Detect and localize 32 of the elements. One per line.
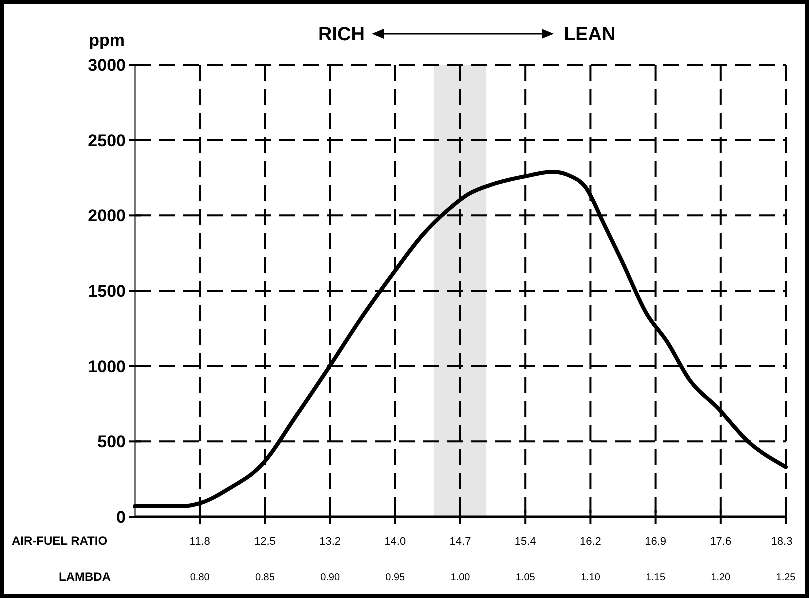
y-tick-label: 2500: [88, 131, 126, 150]
x2-tick-label: 17.6: [710, 536, 732, 548]
x2-tick-label: 16.9: [645, 536, 667, 548]
x-tick-label: 1.05: [516, 572, 536, 584]
y-tick-label: 0: [116, 508, 126, 527]
x2-tick-label: 15.4: [514, 536, 536, 548]
x-axis-title: LAMBDA: [59, 570, 112, 584]
x-tick-label: 0.80: [190, 572, 210, 584]
x2-tick-label: 18.3: [771, 536, 793, 548]
x2-tick-label: 12.5: [254, 536, 276, 548]
x-tick-label: 1.00: [450, 572, 471, 584]
y-tick-label: 3000: [88, 56, 126, 75]
y-tick-label: 2000: [88, 206, 126, 226]
x-tick-label: 1.20: [711, 572, 732, 584]
y-axis-title: ppm: [89, 30, 125, 50]
x2-tick-label: 14.7: [450, 536, 472, 548]
x-tick-label: 1.10: [580, 572, 601, 584]
x2-tick-label: 14.0: [384, 536, 406, 548]
x2-axis-title: AIR-FUEL RATIO: [12, 534, 108, 548]
text: RICH: [318, 24, 365, 46]
x-tick-label: 0.90: [320, 572, 340, 584]
x2-tick-label: 16.2: [580, 536, 602, 548]
y-tick-label: 500: [98, 432, 126, 452]
y-tick-label: 1000: [88, 357, 126, 376]
x2-tick-label: 13.2: [320, 536, 342, 548]
x-tick-label: 1.15: [646, 572, 666, 584]
y-tick-label: 1500: [88, 282, 126, 301]
x-tick-label: 0.85: [255, 572, 276, 584]
x-tick-label: 1.25: [776, 572, 796, 584]
x2-tick-label: 11.8: [190, 536, 210, 548]
x-tick-label: 0.95: [386, 572, 406, 584]
text: LEAN: [564, 24, 616, 46]
